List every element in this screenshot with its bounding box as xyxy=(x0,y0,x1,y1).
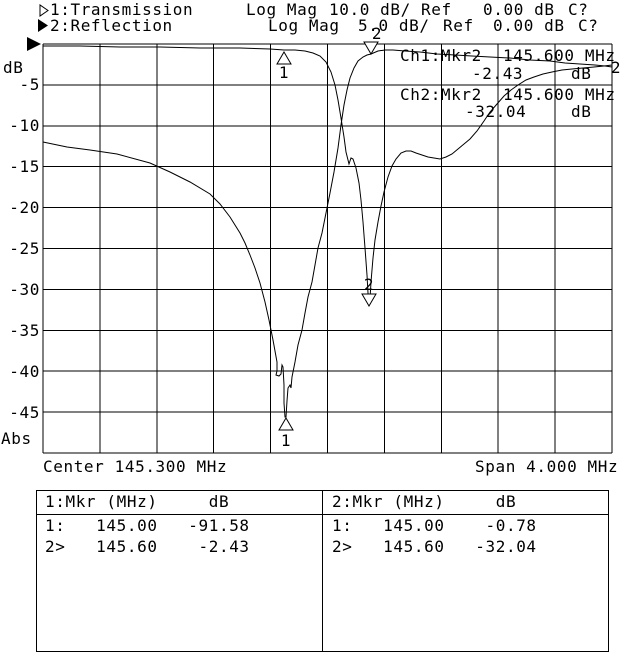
channel1-format: Log Mag xyxy=(246,0,318,19)
marker-table-ch2-row1: 1: 145.00 -0.78 xyxy=(332,516,537,535)
channel1-title: 1:Transmission xyxy=(50,0,194,19)
y-tick--45: -45 xyxy=(9,403,40,422)
ch2-marker-2-label: 2 xyxy=(363,275,375,294)
ch1-marker-1-label: 1 xyxy=(280,431,292,450)
channel1-ref-value: 0.00 dB xyxy=(483,0,555,19)
marker-table-ch2-header: 2:Mkr (MHz) dB xyxy=(332,492,517,511)
channel1-cal-flag: C? xyxy=(568,0,589,19)
y-tick--15: -15 xyxy=(9,157,40,176)
channel2-format: Log Mag xyxy=(268,16,340,35)
readout-ch1-freq: 145.600 MHz xyxy=(503,46,616,65)
trace2-end-label: 2 xyxy=(610,58,622,77)
y-tick--35: -35 xyxy=(9,321,40,340)
readout-ch1-value: -2.43 xyxy=(472,64,524,83)
readout-ch2-label: Ch2:Mkr2 xyxy=(400,85,482,104)
marker-table-ch1-header: 1:Mkr (MHz) dB xyxy=(45,492,230,511)
y-tick--40: -40 xyxy=(9,362,40,381)
y-tick--10: -10 xyxy=(9,116,40,135)
y-tick--5: -5 xyxy=(19,75,40,94)
channel1-scale: 10.0 dB/ xyxy=(329,0,411,19)
y-axis-unit: dB xyxy=(3,58,24,77)
channel2-scale: 5.0 dB/ xyxy=(358,16,430,35)
ch2-marker-1-label: 1 xyxy=(278,63,290,82)
marker-table-ch2-row2: 2> 145.60 -32.04 xyxy=(332,537,537,556)
readout-ch2-unit: dB xyxy=(571,102,592,121)
channel1-ref-label: Ref xyxy=(421,0,452,19)
readout-ch1-label: Ch1:Mkr2 xyxy=(400,46,482,65)
y-tick--20: -20 xyxy=(9,198,40,217)
y-axis-bottom-label: Abs xyxy=(1,429,32,448)
y-tick--30: -30 xyxy=(9,280,40,299)
marker-table-ch1-row2: 2> 145.60 -2.43 xyxy=(45,537,250,556)
marker-table-header-rule xyxy=(36,514,608,515)
marker-table-ch1-row1: 1: 145.00 -91.58 xyxy=(45,516,250,535)
readout-ch2-value: -32.04 xyxy=(465,102,527,121)
readout-ch2-freq: 145.600 MHz xyxy=(503,85,616,104)
readout-ch1-unit: dB xyxy=(571,64,592,83)
channel2-cal-flag: C? xyxy=(578,16,599,35)
channel2-title: 2:Reflection xyxy=(50,16,173,35)
marker-table-divider xyxy=(322,490,323,651)
channel2-ref-label: Ref xyxy=(443,16,474,35)
span-label: Span 4.000 MHz xyxy=(475,457,619,476)
y-tick--25: -25 xyxy=(9,239,40,258)
channel2-ref-value: 0.00 dB xyxy=(493,16,565,35)
ch1-marker-2-label: 2 xyxy=(371,24,383,43)
center-frequency-label: Center 145.300 MHz xyxy=(43,457,228,476)
